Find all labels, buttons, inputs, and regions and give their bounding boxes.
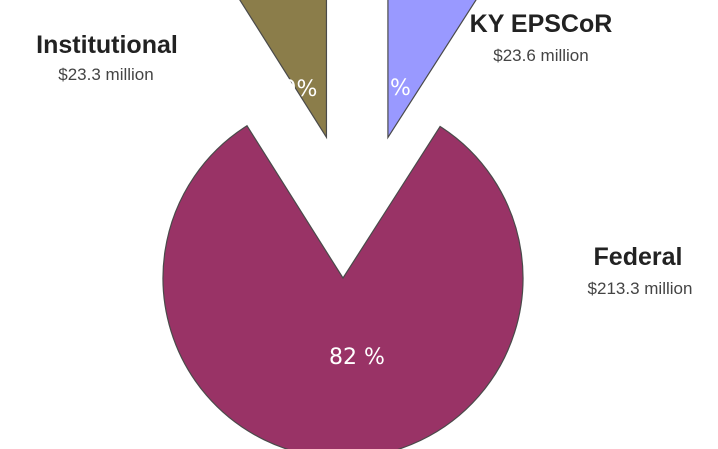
pie-slices <box>162 0 524 449</box>
slice-name-ky-epscor: KY EPSCoR <box>470 10 613 38</box>
slice-name-federal: Federal <box>594 243 683 271</box>
pie-slice-institutional <box>239 0 328 140</box>
slice-percent-label-ky-epscor: 9 % <box>369 76 411 101</box>
slice-name-institutional: Institutional <box>36 31 178 59</box>
slice-amount-federal: $213.3 million <box>588 279 693 298</box>
slice-amount-ky-epscor: $23.6 million <box>493 46 588 65</box>
pie-slice-federal <box>162 124 524 449</box>
pie-slice-ky-epscor <box>387 0 477 140</box>
slice-percent-label-institutional: 9% <box>283 77 318 102</box>
slice-amount-institutional: $23.3 million <box>58 65 153 84</box>
slice-percent-label-federal: 82 % <box>329 345 385 370</box>
